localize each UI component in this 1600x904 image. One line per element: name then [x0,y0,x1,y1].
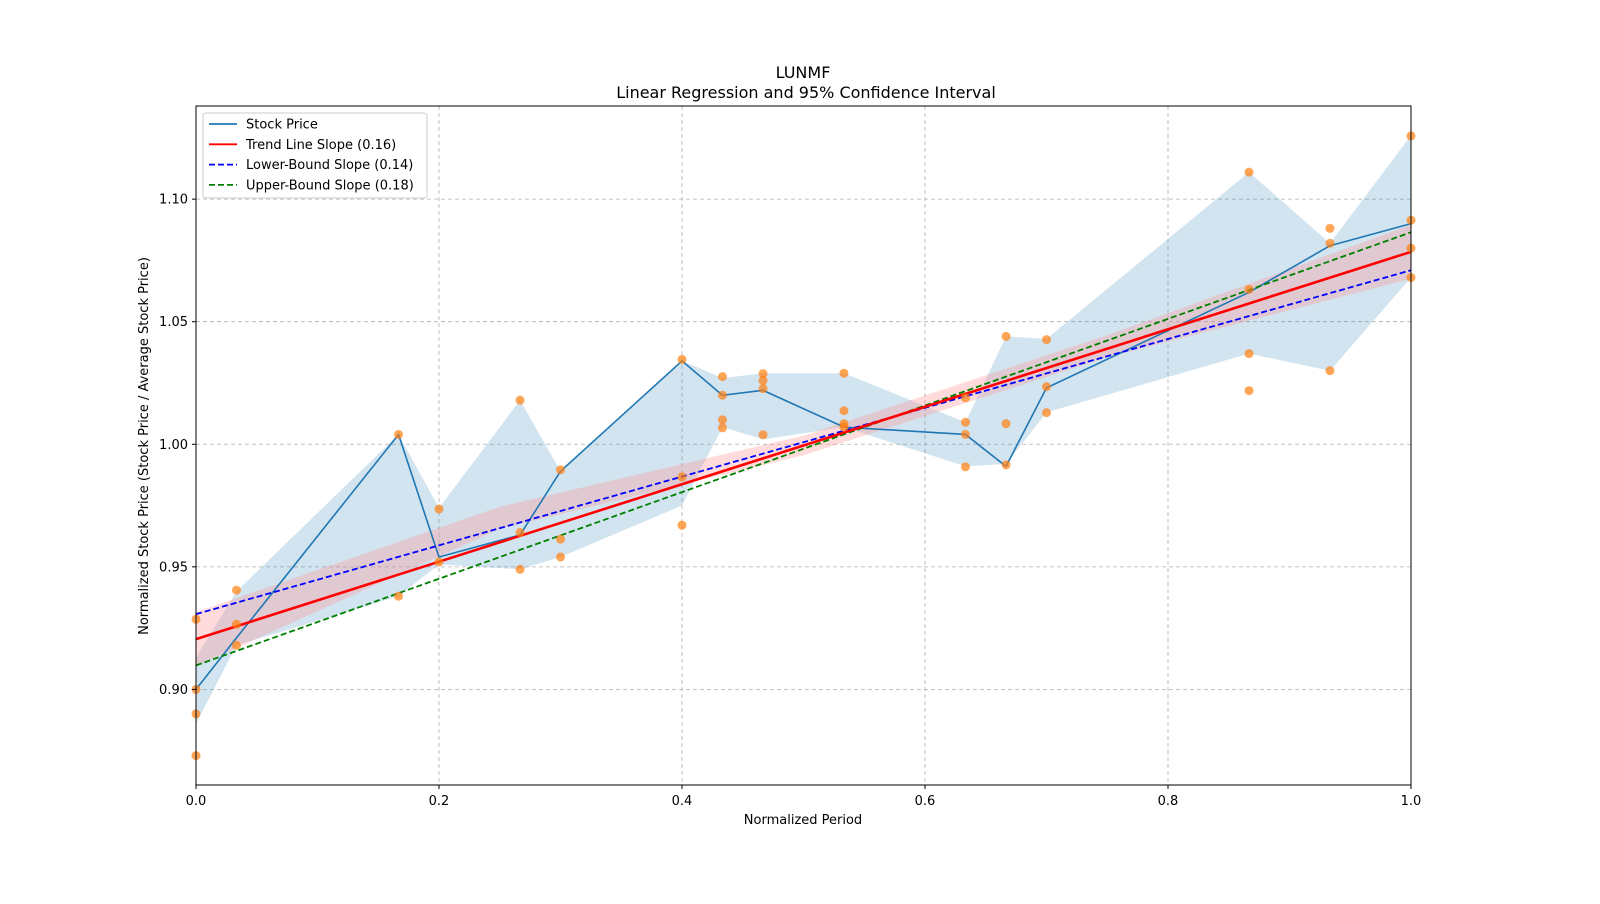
scatter-point [960,462,970,472]
scatter-point [1042,408,1051,418]
scatter-point [839,406,849,416]
legend: Stock Price Trend Line Slope (0.16) Lower-… [202,112,428,199]
trend-line [195,250,1412,641]
scatter-point [1001,419,1011,429]
legend-label: Upper-Bound Slope (0.18) [246,178,414,193]
scatter-point [434,557,444,567]
x-axis-label: Normalized Period [744,813,862,828]
scatter-point [758,369,768,379]
plot-frame [195,105,1412,786]
x-tick-label: 0.2 [429,794,450,809]
scatter-point [960,429,970,439]
upper-bound-line [195,231,1412,667]
scatter-point [758,376,768,386]
x-tick-label: 1.0 [1401,794,1422,809]
stock-price-band [196,135,1411,724]
scatter-point [677,354,687,364]
chart-subtitle: Linear Regression and 95% Confidence Int… [616,83,996,102]
scatter-point [231,585,241,595]
y-axis-label: Normalized Stock Price (Stock Price / Av… [137,257,152,635]
scatter-point [717,390,727,400]
y-tick-label: 1.05 [159,315,188,330]
scatter-point [1001,460,1011,470]
x-tick-label: 0.0 [186,794,207,809]
scatter-point [1042,382,1051,392]
scatter-point [677,520,687,530]
chart-title: LUNMF [776,63,831,82]
scatter-point [960,393,970,403]
scatter-point [394,591,404,601]
scatter-point [556,534,565,544]
scatter-point [839,422,849,432]
scatter-point [1244,386,1254,396]
bands [196,135,1411,724]
scatter-point [1244,349,1254,359]
stock-price-line [195,222,1412,690]
scatter-point [677,472,687,482]
y-tick-label: 1.00 [159,438,188,453]
scatter-point [960,417,970,427]
x-tick-label: 0.8 [1158,794,1179,809]
scatter-point [231,619,241,629]
scatter-point [1244,284,1254,294]
scatter-point [839,368,849,378]
ticks: 0.0 0.2 0.4 0.6 0.8 1.0 0.90 0.95 1.00 1.05 1.10 [159,193,1421,809]
y-tick-label: 0.95 [159,560,188,575]
legend-label: Lower-Bound Slope (0.14) [246,158,413,173]
scatter-point [556,465,565,475]
scatter-point [1042,335,1051,345]
scatter-point [717,372,727,382]
scatter-point [556,552,565,562]
lines [195,222,1412,690]
scatter-point [1325,223,1335,233]
scatter-point [758,384,768,394]
x-tick-label: 0.4 [672,794,693,809]
y-tick-label: 0.90 [159,683,188,698]
scatter-point [434,504,444,514]
scatter-point [758,430,768,440]
legend-label: Trend Line Slope (0.16) [245,138,396,153]
lower-bound-line [195,269,1412,616]
x-tick-label: 0.6 [915,794,936,809]
scatter-point [515,395,525,405]
scatter-point [231,640,241,650]
scatter-point [515,564,525,574]
scatter-point [717,415,727,425]
scatter-point [394,429,404,439]
scatter-point [515,528,525,538]
scatter-point [1244,167,1254,177]
scatter-point [717,423,727,433]
legend-label: Stock Price [246,118,318,133]
scatter-point [1325,238,1335,248]
legend-box [202,112,428,199]
y-tick-label: 1.10 [159,193,188,208]
scatter-point [1001,331,1011,341]
scatter-point [1325,366,1335,376]
